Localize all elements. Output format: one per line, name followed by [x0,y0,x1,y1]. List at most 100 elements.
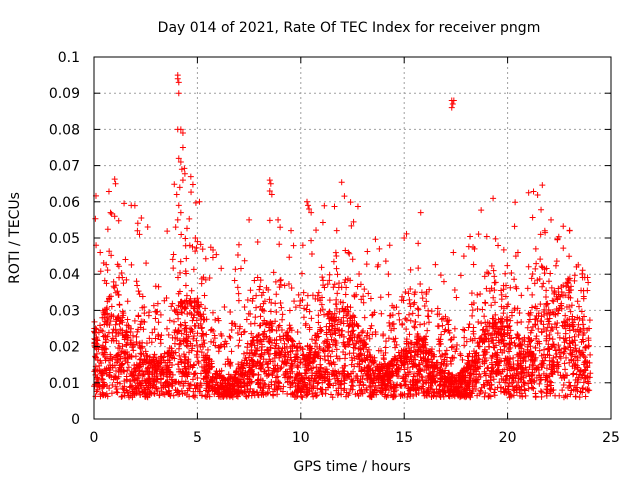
data-point [387,379,394,386]
data-point [274,373,281,380]
data-point [468,370,475,377]
data-point [411,299,418,306]
data-point [166,317,173,324]
data-point [417,368,424,375]
data-point [417,321,424,328]
data-point [230,383,237,390]
data-point [538,318,545,325]
data-point [563,354,570,361]
data-point [374,387,381,394]
data-point [340,299,347,306]
data-point [483,233,490,240]
data-point [127,337,134,344]
data-point [366,335,373,342]
data-point [116,274,123,281]
data-point [496,362,503,369]
data-point [154,376,161,383]
data-point [366,382,373,389]
data-point [277,276,284,283]
data-point [343,312,350,319]
data-point [222,361,229,368]
data-point [144,386,151,393]
data-point [317,355,324,362]
data-point [130,376,137,383]
data-point [143,352,150,359]
data-point [425,372,432,379]
data-point [123,276,130,283]
data-point [515,379,522,386]
data-point [403,230,410,237]
data-point [582,344,589,351]
data-point [505,355,512,362]
data-point [273,368,280,375]
data-point [470,366,477,373]
data-point [449,354,456,361]
data-point [513,385,520,392]
data-point [478,207,485,214]
data-point [405,290,412,297]
data-point [127,378,134,385]
data-point [443,354,450,361]
data-point [364,329,371,336]
data-point [318,364,325,371]
data-point [347,304,354,311]
data-point [367,325,374,332]
data-point [566,379,573,386]
data-point [456,373,463,380]
data-point [270,269,277,276]
data-point [428,308,435,315]
data-point [98,370,105,377]
data-point [184,225,190,232]
data-point [241,257,248,264]
data-point [344,275,351,282]
data-point [182,268,189,275]
data-point [473,352,480,359]
data-point [125,364,132,371]
data-point [490,315,497,322]
data-point [585,337,592,344]
data-point [532,321,539,328]
data-point [260,336,267,343]
data-point [288,357,295,364]
data-point [282,360,289,367]
data-point [476,338,483,345]
data-point [485,330,492,337]
data-point [120,280,127,287]
data-point [412,362,419,369]
data-point [546,331,553,338]
data-point [382,344,389,351]
data-point [579,267,586,274]
data-point [232,323,239,330]
data-point [241,328,248,335]
data-point [386,312,393,319]
data-point [356,382,363,389]
data-point [301,370,308,377]
data-point [484,379,491,386]
data-point [345,249,352,256]
data-point [344,308,351,315]
data-point [102,339,109,346]
data-point [136,231,143,238]
data-point [471,245,478,252]
data-point [449,343,456,350]
data-point [188,347,195,354]
data-point [531,280,538,287]
data-point [218,265,225,272]
data-point [534,192,541,199]
data-point [276,380,283,387]
data-point [187,325,194,332]
data-point [488,302,495,309]
data-point [138,214,145,221]
data-point [306,308,313,315]
data-point [189,376,196,383]
data-point [498,332,505,339]
data-point [406,296,413,303]
data-point [115,217,122,224]
data-point [529,291,536,298]
data-point [407,317,414,324]
data-point [360,328,367,335]
data-point [441,358,448,365]
data-point [170,265,177,272]
data-point [206,382,213,389]
data-point [369,357,376,364]
